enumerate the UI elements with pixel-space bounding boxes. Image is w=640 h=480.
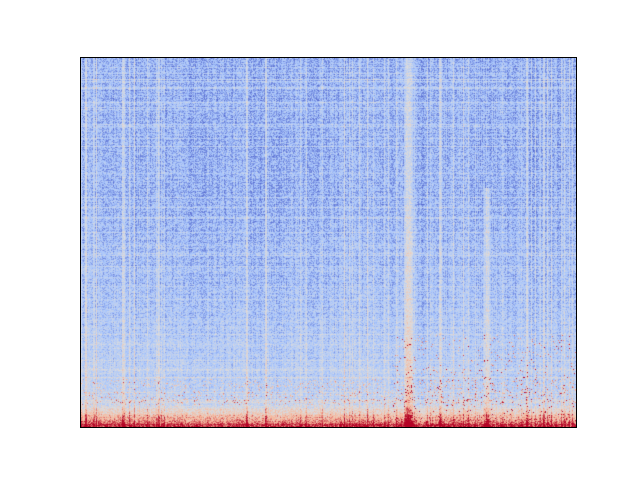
heatmap-image <box>81 58 576 427</box>
